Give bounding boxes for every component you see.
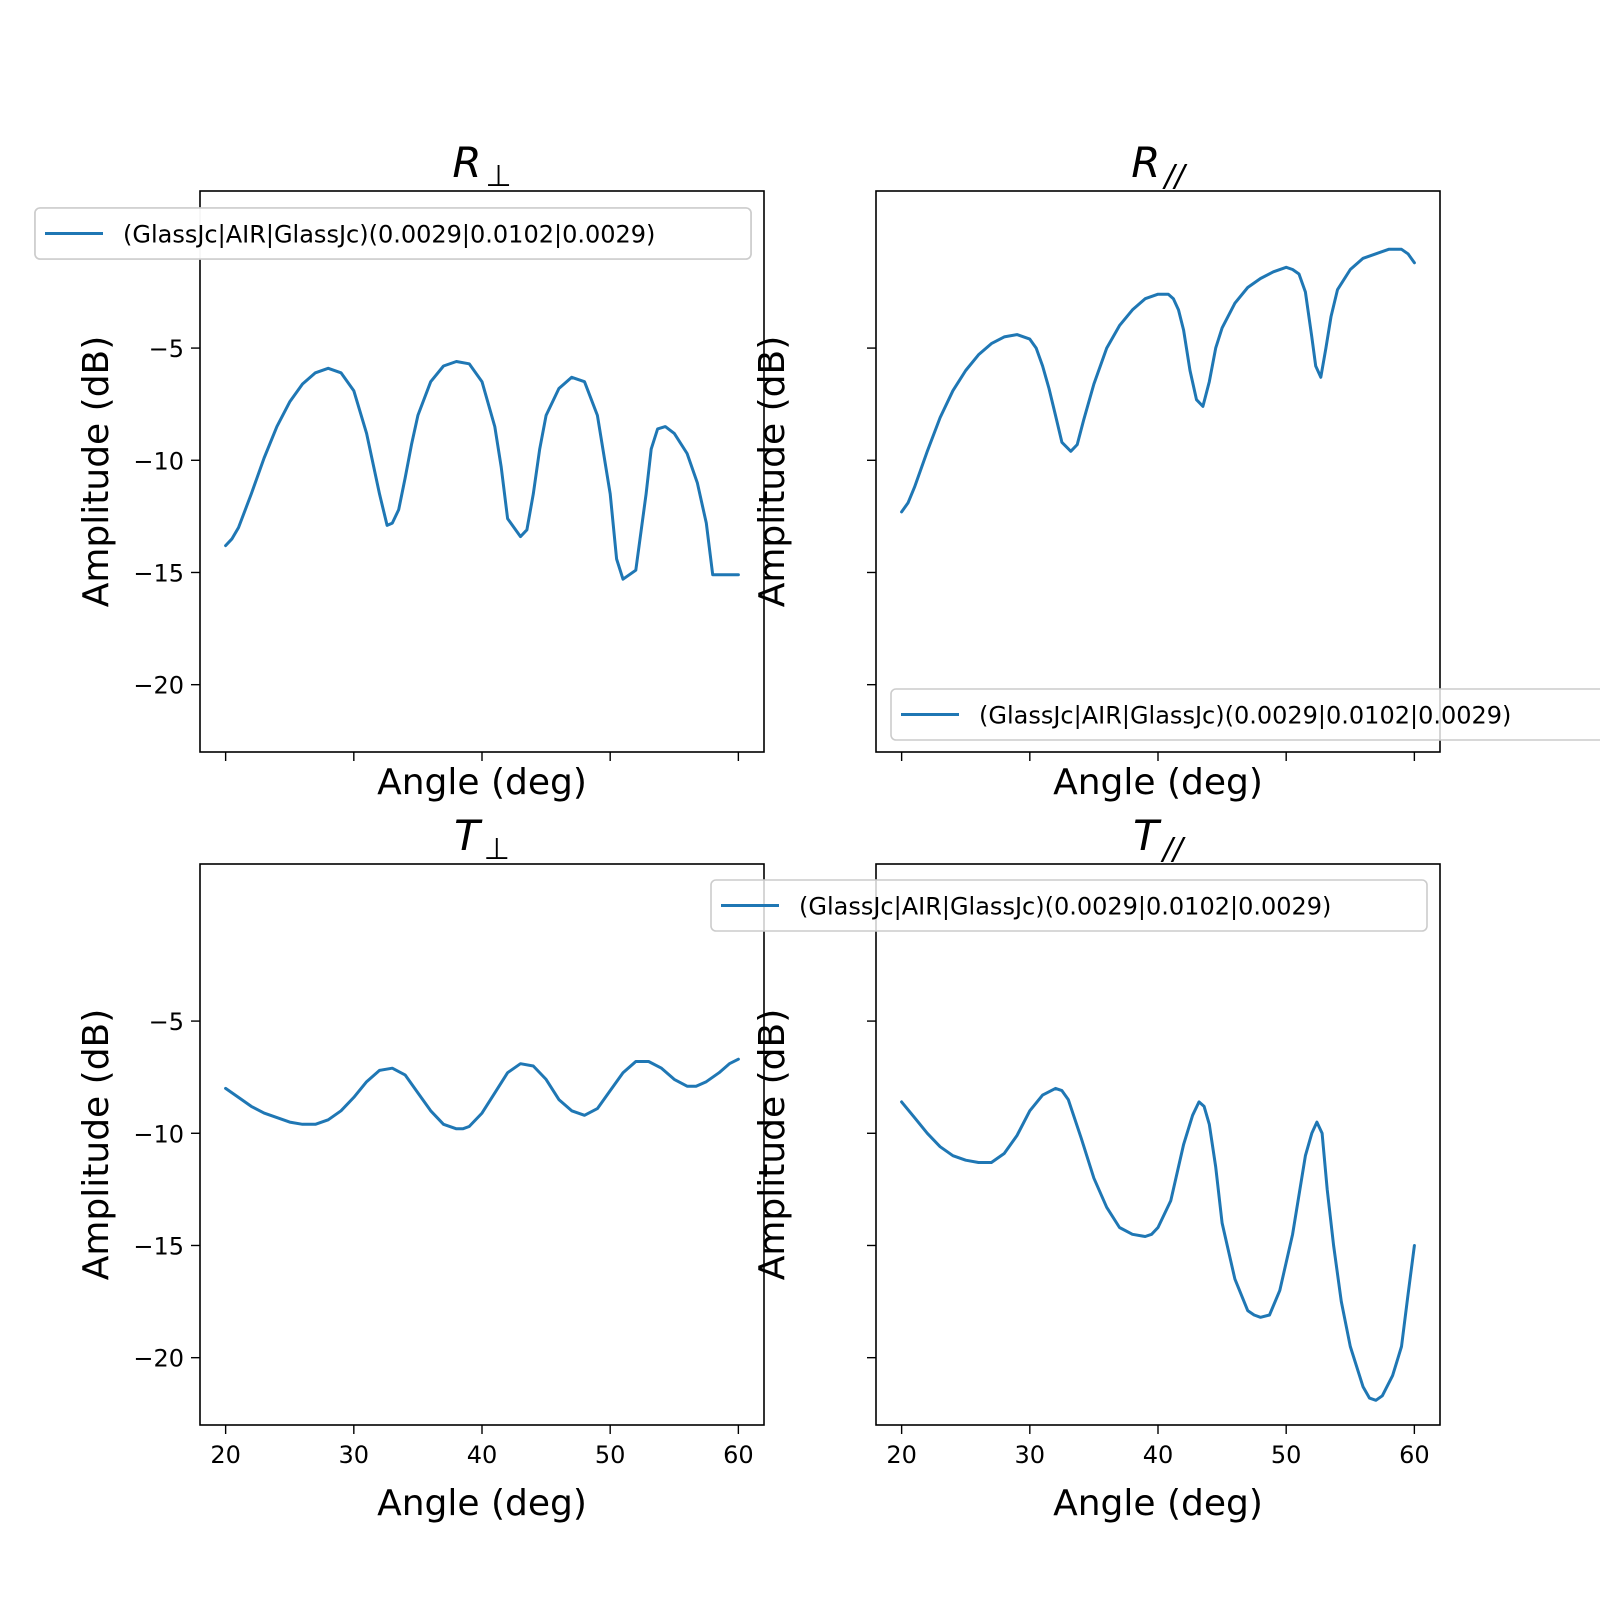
subplot-3: 20 30 40 50 60 −20 −15 −10 −5 Angle (deg) Amplitud… [76,811,765,1524]
subplot-title-subscript: ⊥ [486,159,512,194]
series-line-1 [900,1086,1416,1402]
y-tick-label: −20 [133,672,184,700]
legend: (GlassJc|AIR|GlassJc)(0.0029|0.0102|0.00… [710,879,1428,932]
legend-box [710,879,1428,932]
y-axis-label: Amplitude (dB) [752,336,793,608]
y-tick-label: −10 [133,1120,184,1148]
subplot-2: Angle (deg) Amplitude (dB) R// [752,138,1441,803]
y-axis-label: Amplitude (dB) [76,1009,117,1281]
series-line-1 [224,360,740,581]
subplot-title-main: R [1131,138,1160,187]
legend-label: (GlassJc|AIR|GlassJc)(0.0029|0.0102|0.00… [123,221,655,249]
y-tick-label: −5 [149,335,184,363]
y-tick-label: −20 [133,1345,184,1373]
legend: (GlassJc|AIR|GlassJc)(0.0029|0.0102|0.00… [34,207,752,260]
subplot-title-main: R [452,138,481,187]
y-axis-label: Amplitude (dB) [76,336,117,608]
x-tick-label: 30 [1015,1441,1046,1469]
subplot-title-subscript: ⊥ [484,832,510,867]
x-tick-label: 50 [595,1441,626,1469]
subplot-title: R ⊥ [452,138,511,194]
series-line-1 [224,1057,740,1131]
subplot-title-subscript: // [1160,832,1186,867]
legend-label: (GlassJc|AIR|GlassJc)(0.0029|0.0102|0.00… [799,893,1331,921]
subplot-title-main: T [1133,811,1162,860]
y-axis-label: Amplitude (dB) [752,1009,793,1281]
y-tick-label: −5 [149,1008,184,1036]
legend-box [34,207,752,260]
x-tick-label: 20 [210,1441,241,1469]
x-tick-label: 40 [467,1441,498,1469]
x-tick-label: 60 [1399,1441,1430,1469]
subplot-title: R// [1131,138,1187,194]
y-tick-label: −15 [133,559,184,587]
x-tick-label: 50 [1271,1441,1302,1469]
y-tick-label: −10 [133,447,184,475]
subplot-title: T// [1133,811,1186,867]
x-tick-label: 40 [1143,1441,1174,1469]
x-tick-label: 30 [339,1441,370,1469]
x-tick-label: 60 [723,1441,754,1469]
legend: (GlassJc|AIR|GlassJc)(0.0029|0.0102|0.00… [890,688,1600,741]
legend-box [890,688,1600,741]
subplot-4: 20 30 40 50 60 Angle (deg) Amplitude (dB) T// [752,811,1441,1524]
subplot-title-subscript: // [1161,159,1187,194]
y-tick-label: −15 [133,1232,184,1260]
subplot-title: T ⊥ [454,811,510,867]
legend-label: (GlassJc|AIR|GlassJc)(0.0029|0.0102|0.00… [979,702,1511,730]
x-axis-label: Angle (deg) [377,1483,587,1524]
x-axis-label: Angle (deg) [377,762,587,803]
series-line-1 [900,247,1416,514]
x-tick-label: 20 [886,1441,917,1469]
x-axis-label: Angle (deg) [1053,762,1263,803]
subplot-title-main: T [454,811,483,860]
x-axis-label: Angle (deg) [1053,1483,1263,1524]
subplot-1: −20 −15 −10 −5 Angle (deg) Amplitude (dB) R ⊥ [76,138,765,803]
